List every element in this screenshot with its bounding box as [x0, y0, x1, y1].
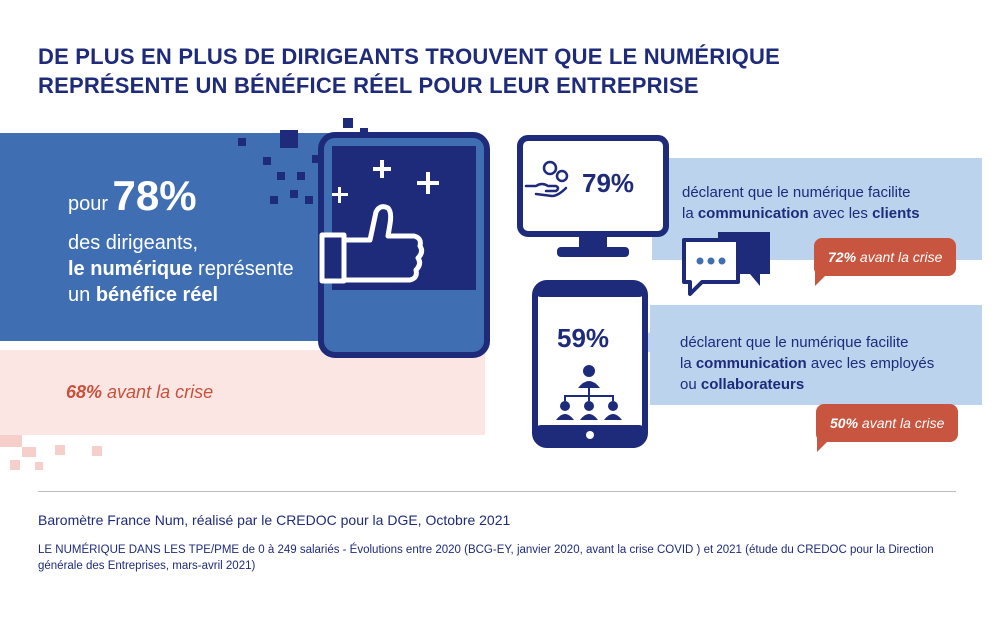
badge-pointer: [817, 438, 831, 452]
decor-square: [92, 446, 102, 456]
decor-square: [22, 447, 36, 457]
main-stat-line-2-bold: le numérique: [68, 258, 193, 280]
main-stat-percent: 78%: [112, 172, 197, 219]
card2-before-crisis-badge: 50% avant la crise: [816, 404, 959, 442]
card1-line-1: déclarent que le numérique facilite: [682, 184, 911, 201]
before-crisis-panel: [0, 350, 485, 435]
decor-square: [238, 138, 246, 146]
decor-square: [290, 190, 298, 198]
main-stat-prefix: pour: [68, 193, 109, 215]
main-stat-line-3: un bénéfice réel: [68, 282, 294, 308]
page-title: DE PLUS EN PLUS DE DIRIGEANTS TROUVENT Q…: [38, 42, 780, 100]
main-stat-before-pct: 68%: [66, 382, 103, 402]
card1-line-2: la communication avec les clients: [682, 203, 920, 224]
footer-divider: [38, 491, 956, 492]
decor-square: [277, 172, 285, 180]
card2-text: déclarent que le numérique facilite la c…: [680, 332, 934, 395]
decor-square: [35, 462, 43, 470]
decor-square: [10, 460, 20, 470]
card1-before-crisis-badge: 72% avant la crise: [814, 238, 957, 276]
monitor-icon: [517, 135, 669, 257]
card2-line-2-c: avec les employés: [806, 355, 935, 372]
card2-line-3: ou collaborateurs: [680, 374, 934, 395]
decor-square: [297, 172, 305, 180]
badge-pointer: [815, 272, 829, 286]
decor-square: [343, 118, 353, 128]
card2-before-pct: 50%: [830, 415, 859, 431]
card2-callout: [650, 305, 982, 405]
card1-line-2-b: communication: [697, 205, 809, 222]
card1-before-text: avant la crise: [856, 249, 943, 265]
decor-square: [305, 196, 313, 204]
card1-line-2-d: clients: [872, 205, 920, 222]
source-line: Baromètre France Num, réalisé par le CRE…: [38, 512, 511, 528]
card2-line-1: déclarent que le numérique facilite: [680, 334, 909, 351]
main-stat-headline: pour 78%: [68, 172, 197, 220]
card2-line-2-a: la: [680, 355, 696, 372]
card1-before-pct: 72%: [828, 249, 857, 265]
chat-bubbles-icon: [682, 232, 770, 296]
card1-line-2-c: avec les: [808, 205, 873, 222]
main-stat-line-3-bold: bénéfice réel: [95, 284, 219, 306]
card1-percent: 79%: [582, 168, 635, 198]
decor-square: [280, 130, 298, 148]
decor-square: [270, 196, 278, 204]
decor-square: [55, 445, 65, 455]
thumbs-up-monitor-icon: [318, 132, 490, 358]
org-chart-icon: [556, 365, 622, 420]
card2-line-3-b: collaborateurs: [700, 376, 805, 393]
decor-square: [312, 155, 320, 163]
card1-text: déclarent que le numérique facilite la c…: [682, 182, 920, 224]
decor-square: [0, 435, 22, 447]
card2-line-3-a: ou: [680, 376, 701, 393]
card1-line-2-a: la: [682, 205, 698, 222]
card2-percent: 59%: [557, 323, 610, 353]
decor-square: [263, 157, 271, 165]
title-line-2: REPRÉSENTE UN BÉNÉFICE RÉEL POUR LEUR EN…: [38, 73, 699, 98]
main-stat-line-3-plain: un: [68, 284, 96, 306]
main-stat-line-2-rest: représente: [192, 258, 294, 280]
main-stat-line-1: des dirigeants,: [68, 232, 199, 254]
main-stat-line-2: le numérique représente: [68, 256, 294, 282]
main-stat-before-crisis: 68% avant la crise: [66, 382, 213, 403]
card2-line-2-b: communication: [695, 355, 807, 372]
main-stat-description: des dirigeants, le numérique représente …: [68, 230, 294, 308]
card2-line-2: la communication avec les employés: [680, 353, 934, 374]
main-stat-before-text: avant la crise: [102, 382, 214, 402]
methodology-note: LE NUMÉRIQUE DANS LES TPE/PME de 0 à 249…: [38, 544, 934, 572]
card2-before-text: avant la crise: [858, 415, 945, 431]
title-line-1: DE PLUS EN PLUS DE DIRIGEANTS TROUVENT Q…: [38, 44, 780, 69]
hand-coins-icon: [524, 160, 569, 198]
